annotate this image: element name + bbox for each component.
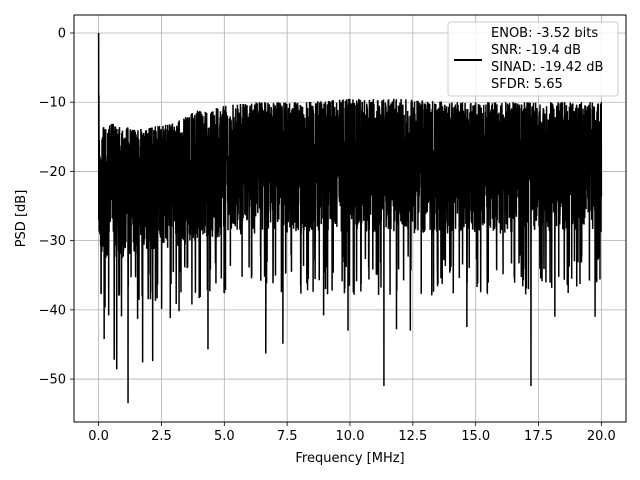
series-layer bbox=[97, 32, 603, 404]
x-tick-label: 7.5 bbox=[277, 429, 298, 444]
y-tick-label: −20 bbox=[39, 165, 66, 180]
x-tick-label: 20.0 bbox=[587, 429, 616, 444]
legend-sfdr: SFDR: 5.65 bbox=[491, 77, 563, 92]
legend-sinad: SINAD: -19.42 dB bbox=[491, 60, 603, 75]
x-tick-label: 10.0 bbox=[336, 429, 365, 444]
y-tick-label: −30 bbox=[39, 234, 66, 249]
legend-enob: ENOB: -3.52 bits bbox=[491, 26, 598, 41]
x-axis: 0.0 2.5 5.0 7.5 10.0 12.5 15.0 17.5 20.0 bbox=[88, 422, 616, 444]
x-tick-label: 2.5 bbox=[151, 429, 172, 444]
x-axis-title: Frequency [MHz] bbox=[295, 451, 404, 466]
y-tick-label: −40 bbox=[39, 303, 66, 318]
x-tick-label: 0.0 bbox=[88, 429, 109, 444]
legend: ENOB: -3.52 bits SNR: -19.4 dB SINAD: -1… bbox=[447, 21, 619, 97]
y-tick-label: 0 bbox=[58, 26, 66, 41]
legend-snr: SNR: -19.4 dB bbox=[491, 43, 581, 58]
y-tick-label: −10 bbox=[39, 96, 66, 111]
y-tick-label: −50 bbox=[39, 373, 66, 388]
y-axis: 0 −10 −20 −30 −40 −50 bbox=[39, 26, 74, 388]
x-tick-label: 15.0 bbox=[461, 429, 490, 444]
psd-series-line bbox=[97, 32, 603, 404]
x-tick-label: 12.5 bbox=[398, 429, 427, 444]
x-tick-label: 17.5 bbox=[524, 429, 553, 444]
y-axis-title: PSD [dB] bbox=[14, 190, 29, 248]
x-tick-label: 5.0 bbox=[214, 429, 235, 444]
legend-box bbox=[447, 21, 619, 97]
